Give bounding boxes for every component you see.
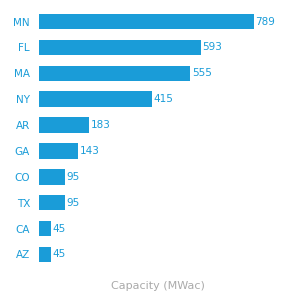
Bar: [39, 40, 200, 55]
Text: 555: 555: [192, 68, 212, 78]
Text: 789: 789: [256, 16, 275, 26]
Text: 95: 95: [67, 172, 80, 182]
X-axis label: Capacity (MWac): Capacity (MWac): [111, 281, 204, 291]
Text: 45: 45: [53, 250, 66, 260]
Bar: [39, 143, 78, 159]
Bar: [39, 65, 190, 81]
Bar: [39, 14, 254, 29]
Bar: [39, 221, 51, 236]
Text: 415: 415: [154, 94, 174, 104]
Bar: [39, 117, 89, 133]
Text: 95: 95: [67, 198, 80, 208]
Bar: [39, 169, 65, 184]
Bar: [39, 195, 65, 211]
Text: 183: 183: [91, 120, 110, 130]
Text: 143: 143: [80, 146, 100, 156]
Text: 593: 593: [202, 42, 222, 52]
Text: 45: 45: [53, 224, 66, 234]
Bar: [39, 247, 51, 262]
Bar: [39, 92, 152, 107]
